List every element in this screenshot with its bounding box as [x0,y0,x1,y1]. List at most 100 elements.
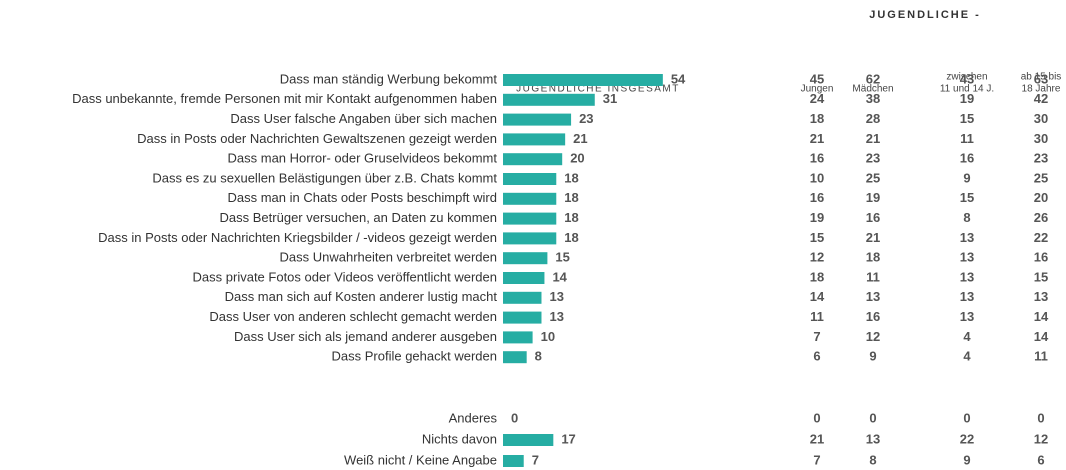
table-cell: 16 [1034,250,1048,265]
category-label: Dass Betrüger versuchen, an Daten zu kom… [220,210,497,225]
table-cell: 13 [960,309,974,324]
table-cell: 16 [810,151,824,166]
category-label: Weiß nicht / Keine Angabe [344,452,497,467]
table-cell: 16 [810,190,824,205]
column-header: Jungen [801,84,834,95]
table-cell: 21 [810,431,824,446]
table-cell: 8 [963,210,970,225]
table-cell: 11 [866,269,880,284]
bar [503,232,557,245]
table-cell: 6 [1037,452,1044,467]
value-label: 13 [549,309,563,324]
bar [503,434,554,446]
value-label: 18 [564,210,578,225]
table-cell: 0 [963,410,970,425]
table-cell: 9 [869,349,876,364]
value-label: 18 [564,170,578,185]
table-cell: 23 [1034,151,1048,166]
category-label: Dass User falsche Angaben über sich mach… [230,111,497,126]
category-label: Nichts davon [422,431,497,446]
table-cell: 13 [866,289,880,304]
bar [503,133,566,146]
table-cell: 16 [960,151,974,166]
value-label: 7 [532,452,539,467]
table-cell: 0 [1037,410,1044,425]
category-label: Anderes [449,410,498,425]
table-cell: 7 [813,452,820,467]
table-cell: 23 [866,151,880,166]
category-label: Dass Unwahrheiten verbreitet werden [280,250,498,265]
table-cell: 13 [960,250,974,265]
table-cell: 16 [866,309,880,324]
table-cell: 24 [810,91,825,106]
table-cell: 14 [1034,309,1049,324]
table-cell: 13 [1034,289,1048,304]
bar [503,291,542,304]
table-cell: 4 [963,329,971,344]
value-label: 13 [549,289,563,304]
category-label: Dass man ständig Werbung bekommt [280,71,498,86]
value-label: 8 [535,349,542,364]
column-header: 11 und 14 J. [940,84,994,95]
bar [503,311,542,324]
table-cell: 25 [866,170,880,185]
table-cell: 11 [1034,349,1048,364]
table-cell: 26 [1034,210,1048,225]
bar [503,252,548,265]
table-cell: 22 [960,431,974,446]
table-cell: 15 [960,190,974,205]
table-cell: 0 [869,410,876,425]
table-cell: 13 [960,269,974,284]
value-label: 21 [573,131,587,146]
column-header: ab 15 bis [1021,72,1062,83]
bar [503,351,527,364]
category-label: Dass man Horror- oder Gruselvideos bekom… [228,151,498,166]
table-cell: 10 [810,170,824,185]
table-cell: 20 [1034,190,1048,205]
column-header: zwischen [946,72,987,83]
table-cell: 42 [1034,91,1048,106]
bar [503,113,572,126]
category-label: Dass User von anderen schlecht gemacht w… [209,309,497,324]
value-label: 18 [564,230,578,245]
value-label: 10 [541,329,555,344]
table-cell: 11 [810,309,824,324]
column-header: Mädchen [852,84,893,95]
bar [503,173,557,185]
table-cell: 28 [866,111,880,126]
table-cell: 30 [1034,131,1048,146]
column-header: 18 Jahre [1022,84,1061,95]
table-cell: 45 [810,71,824,86]
bar [503,153,563,166]
table-cell: 19 [866,190,880,205]
table-cell: 12 [866,329,880,344]
table-cell: 18 [866,250,880,265]
value-label: 31 [603,91,617,106]
category-label: Dass es zu sexuellen Belästigungen über … [152,170,497,185]
value-label: 20 [570,151,584,166]
table-cell: 63 [1034,71,1048,86]
value-label: 23 [579,111,593,126]
table-cell: 14 [1034,329,1049,344]
table-cell: 19 [960,91,974,106]
table-cell: 19 [810,210,824,225]
category-label: Dass in Posts oder Nachrichten Kriegsbil… [98,230,497,245]
table-cell: 7 [813,329,820,344]
table-cell: 6 [813,349,820,364]
table-cell: 43 [960,71,974,86]
value-label: 54 [671,71,686,86]
bar [503,74,663,86]
category-label: Dass unbekannte, fremde Personen mit mir… [72,91,497,106]
table-cell: 62 [866,71,880,86]
table-cell: 15 [1034,269,1048,284]
bar [503,455,524,467]
bar [503,331,533,344]
table-cell: 13 [866,431,880,446]
table-cell: 15 [960,111,974,126]
table-cell: 0 [813,410,820,425]
table-cell: 38 [866,91,880,106]
bar [503,93,595,106]
value-label: 15 [555,250,569,265]
table-cell: 4 [963,349,971,364]
